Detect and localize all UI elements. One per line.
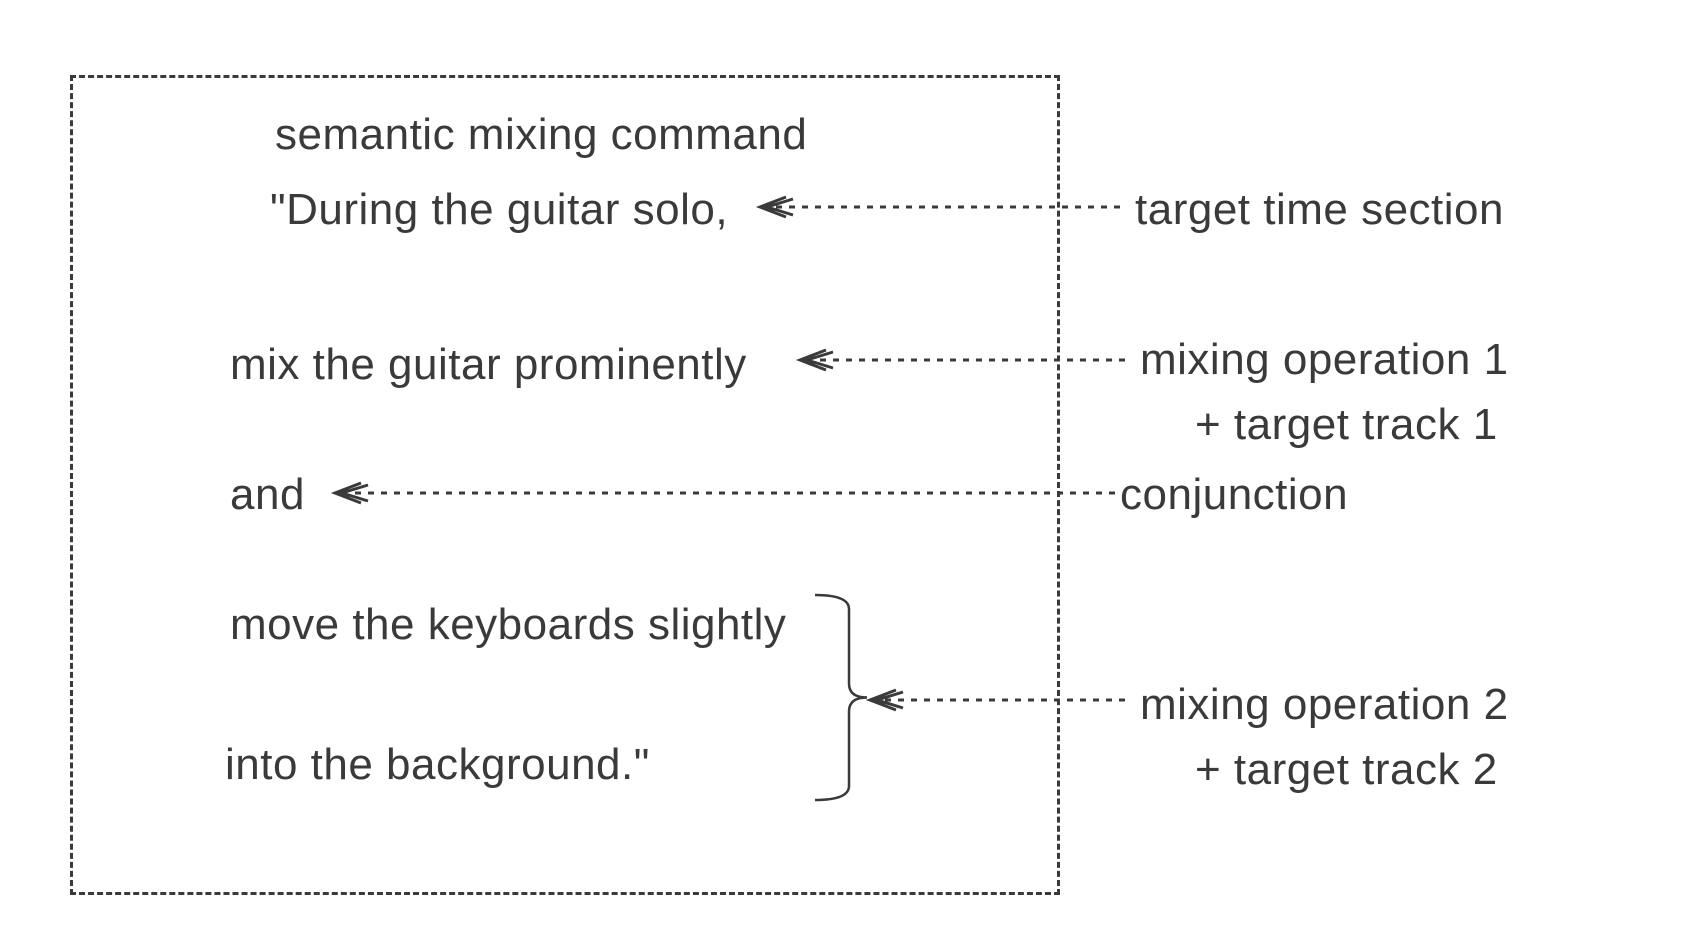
arrow-conjunction xyxy=(335,483,1115,503)
annotation-overlay xyxy=(0,0,1690,951)
grouping-brace xyxy=(815,595,867,800)
arrow-mixing-op-1 xyxy=(800,350,1125,370)
arrow-target-time xyxy=(760,197,1120,217)
arrow-mixing-op-2 xyxy=(870,690,1125,710)
